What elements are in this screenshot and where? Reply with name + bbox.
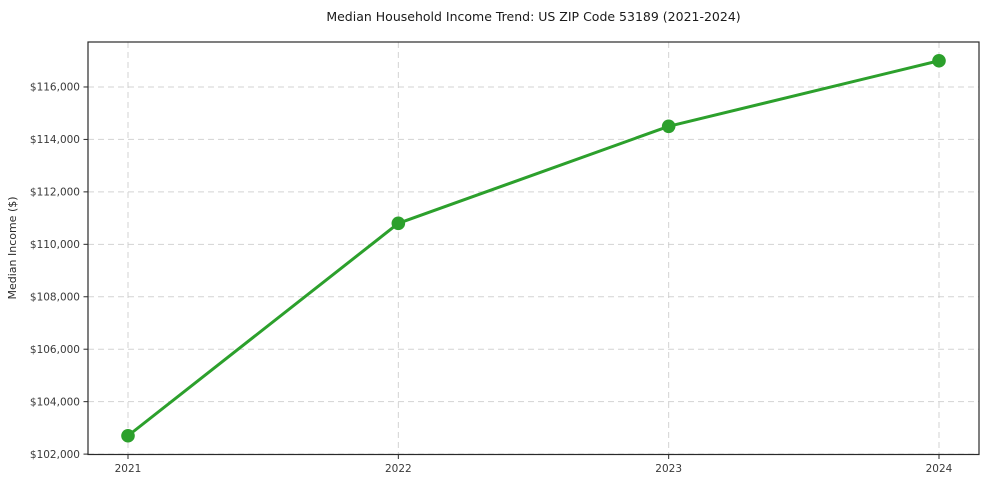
tick-labels: $102,000 $104,000 $106,000 $108,000 $110,000… — [30, 82, 953, 475]
axes — [83, 41, 980, 459]
chart-title: Median Household Income Trend: US ZIP Co… — [326, 9, 740, 24]
y-tick-label: $114,000 — [30, 134, 80, 146]
data-point — [121, 428, 135, 443]
series-line — [121, 53, 946, 443]
y-tick-label: $110,000 — [30, 239, 80, 251]
data-point — [391, 216, 406, 231]
income-trend-line — [126, 59, 941, 438]
y-tick-label: $108,000 — [30, 291, 80, 303]
plot-border — [87, 41, 980, 456]
x-tick-label: 2022 — [385, 463, 412, 475]
x-tick-label: 2024 — [926, 463, 953, 475]
y-tick-label: $106,000 — [30, 344, 80, 356]
gridlines — [88, 42, 979, 455]
x-tick-label: 2023 — [655, 463, 682, 475]
y-tick-label: $104,000 — [30, 396, 80, 408]
y-axis-label: Median Income ($) — [6, 196, 19, 299]
y-tick-label: $102,000 — [30, 449, 80, 461]
y-tick-label: $116,000 — [30, 82, 80, 94]
y-tick-label: $112,000 — [30, 187, 80, 199]
data-point — [932, 53, 946, 68]
x-tick-label: 2021 — [115, 463, 142, 475]
data-point — [661, 119, 676, 134]
